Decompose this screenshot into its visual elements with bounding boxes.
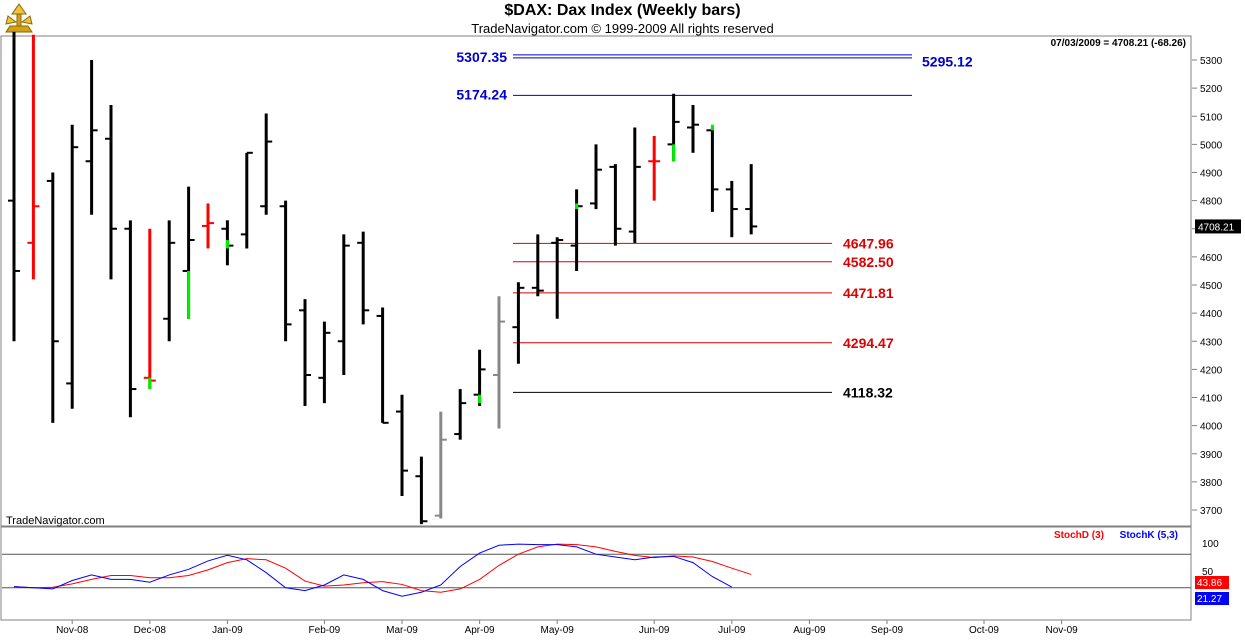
price-bar xyxy=(279,200,292,342)
price-bar xyxy=(609,164,622,246)
level-label: 4294.47 xyxy=(843,335,894,351)
price-bar xyxy=(551,237,564,319)
price-bar xyxy=(512,282,525,364)
price-bar xyxy=(337,234,350,375)
last-price-box xyxy=(1195,219,1241,234)
price-bar xyxy=(357,231,370,325)
price-bar xyxy=(745,164,758,235)
x-axis-tick-label: Dec-08 xyxy=(134,625,167,636)
price-bar xyxy=(202,203,214,249)
price-bar xyxy=(27,34,40,280)
level-label: 4118.32 xyxy=(843,384,893,400)
x-axis-tick-label: Apr-09 xyxy=(465,625,495,636)
price-axis-tick-label: 5200 xyxy=(1200,84,1223,95)
price-bar xyxy=(454,389,467,440)
x-axis-tick-label: Jul-09 xyxy=(718,625,746,636)
stochastic-axis-tick-label: 100 xyxy=(1202,539,1219,550)
price-axis-tick-label: 4000 xyxy=(1200,422,1223,433)
level-label: 5174.24 xyxy=(456,86,507,102)
price-axis-tick-label: 4100 xyxy=(1200,394,1223,405)
price-pane-frame xyxy=(0,35,1192,527)
x-axis-tick-label: Nov-08 xyxy=(56,625,89,636)
price-bar xyxy=(648,135,661,201)
price-bar xyxy=(260,113,273,215)
price-axis-tick-label: 4900 xyxy=(1200,169,1223,180)
chart-subtitle: TradeNavigator.com © 1999-2009 All right… xyxy=(471,21,774,36)
stochastic-value-box xyxy=(1195,592,1229,605)
price-axis-tick-label: 3800 xyxy=(1200,478,1223,489)
price-bar xyxy=(318,321,331,404)
last-value-label: 07/03/2009 = 4708.21 (-68.26) xyxy=(1051,38,1186,49)
price-bar xyxy=(8,31,20,342)
chart-title: $DAX: Dax Index (Weekly bars) xyxy=(504,2,741,19)
trade-navigator-logo xyxy=(5,3,33,33)
x-axis-tick-label: Jun-09 xyxy=(639,625,670,636)
x-axis-tick-label: May-09 xyxy=(541,625,575,636)
price-axis-tick-label: 5300 xyxy=(1200,56,1223,67)
stochastic-value-label: 21.27 xyxy=(1197,594,1222,605)
stochastic-pane-frame xyxy=(0,526,1192,621)
stochastic-value-label: 43.86 xyxy=(1197,578,1222,589)
price-bar xyxy=(124,220,137,418)
stochastic-line xyxy=(13,543,752,593)
stochastic-line xyxy=(13,543,733,597)
price-axis-tick-label: 4800 xyxy=(1200,197,1223,208)
price-bar xyxy=(376,307,389,424)
title-bar: $DAX: Dax Index (Weekly bars) TradeNavig… xyxy=(0,0,1245,36)
price-bar xyxy=(628,127,641,243)
stochastic-legend-entry: StochK (5,3) xyxy=(1120,530,1178,541)
last-price-label: 4708.21 xyxy=(1198,222,1235,233)
level-label: 5307.35 xyxy=(456,49,507,65)
stochastic-value-box xyxy=(1195,576,1229,589)
stochastic-legend-entry: StochD (3) xyxy=(1054,530,1104,541)
price-axis-tick-label: 3700 xyxy=(1200,506,1223,517)
x-axis-tick-label: Mar-09 xyxy=(386,625,418,636)
x-axis-tick-label: Jan-09 xyxy=(212,625,243,636)
price-bar xyxy=(725,180,738,238)
x-axis-tick-label: Aug-09 xyxy=(793,625,826,636)
level-label: 4471.81 xyxy=(843,285,894,301)
x-axis-tick-label: Nov-09 xyxy=(1045,625,1078,636)
price-bar xyxy=(415,456,428,525)
x-axis-tick-label: Sep-09 xyxy=(871,625,904,636)
price-bar xyxy=(531,234,544,297)
price-axis-tick-label: 4300 xyxy=(1200,337,1223,348)
price-bar xyxy=(493,296,505,429)
price-bar xyxy=(66,124,79,409)
price-bar xyxy=(434,411,447,519)
price-axis-tick-label: 4600 xyxy=(1200,253,1223,264)
price-bar xyxy=(240,151,253,249)
price-bar xyxy=(687,105,699,153)
price-bar xyxy=(163,220,176,342)
level-label: 4647.96 xyxy=(843,235,894,251)
price-axis-tick-label: 4200 xyxy=(1200,365,1223,376)
price-axis-tick-label: 3900 xyxy=(1200,450,1223,461)
price-bar xyxy=(396,394,408,496)
price-bar xyxy=(85,60,98,215)
price-axis-tick-label: 4400 xyxy=(1200,309,1223,320)
x-axis-tick-label: Oct-09 xyxy=(969,625,999,636)
price-bar xyxy=(105,105,117,280)
stochastic-axis-tick-label: 50 xyxy=(1202,567,1214,578)
watermark-text: TradeNavigator.com xyxy=(6,515,105,527)
price-bar xyxy=(46,172,59,423)
price-bar xyxy=(299,299,311,406)
x-axis-tick-label: Feb-09 xyxy=(309,625,341,636)
level-label: 5295.12 xyxy=(922,53,973,69)
level-label: 4582.50 xyxy=(843,254,894,270)
price-axis-tick-label: 5100 xyxy=(1200,112,1223,123)
price-axis-tick-label: 5000 xyxy=(1200,140,1223,151)
price-bar xyxy=(590,144,602,210)
price-axis-tick-label: 4500 xyxy=(1200,281,1223,292)
